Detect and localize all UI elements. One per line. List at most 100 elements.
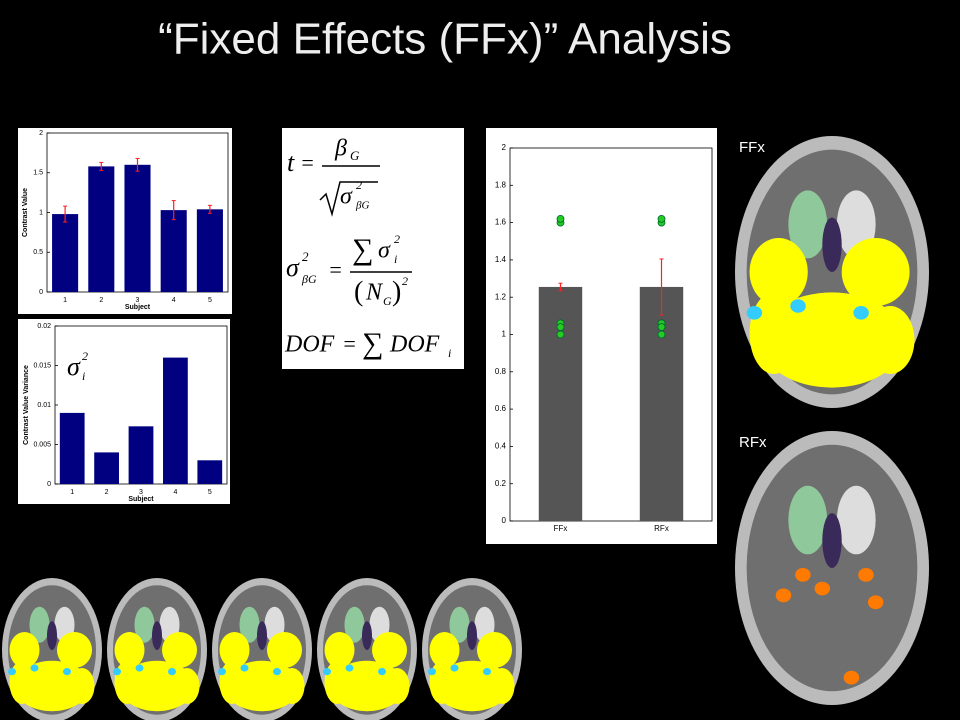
- x-tick-label: 1: [70, 489, 74, 496]
- activation-neg: [8, 668, 16, 676]
- brain-image: [422, 578, 522, 720]
- y-tick-label: 0.02: [37, 323, 51, 330]
- activation: [114, 632, 145, 668]
- eq-text: βG: [355, 200, 369, 212]
- y-tick-label: 1: [39, 209, 43, 216]
- activation-neg: [63, 668, 71, 676]
- y-axis-label: Contrast Value: [22, 188, 29, 237]
- brain-image: [317, 578, 417, 720]
- annotation: σ: [67, 352, 81, 381]
- activation: [841, 238, 910, 306]
- data-point: [657, 214, 666, 223]
- activation: [865, 306, 915, 374]
- bar: [196, 209, 223, 292]
- activation-neg: [135, 664, 144, 672]
- x-tick-label: 2: [105, 489, 109, 496]
- ventricle: [467, 621, 477, 650]
- eq-text: =: [342, 331, 357, 356]
- eq-text: =: [300, 150, 315, 175]
- eq-text: 2: [394, 232, 400, 246]
- bar: [88, 166, 115, 292]
- brain-image: [735, 431, 929, 705]
- eq-paren: ): [392, 276, 401, 307]
- activation: [867, 595, 884, 610]
- matter: [344, 606, 365, 643]
- image-label: FFx: [739, 139, 765, 156]
- brain-image: [212, 578, 312, 720]
- activation: [57, 632, 92, 668]
- activation: [162, 632, 197, 668]
- bar: [59, 412, 85, 484]
- x-tick-label: 5: [208, 489, 212, 496]
- eq-text: βG: [301, 272, 317, 286]
- x-tick-label: 2: [99, 297, 103, 304]
- activation-neg: [113, 668, 121, 676]
- ventricle: [362, 621, 372, 650]
- activation-neg: [273, 668, 281, 676]
- y-tick-label: 0: [39, 289, 43, 296]
- bar: [197, 460, 223, 484]
- eq-text: i: [394, 252, 397, 266]
- chart-panel: [18, 319, 230, 504]
- y-tick-label: 1.5: [33, 170, 43, 177]
- y-tick-label: 1.8: [495, 180, 507, 189]
- x-tick-label: 3: [136, 297, 140, 304]
- eq-text: t: [287, 148, 295, 177]
- eq-text: σ: [340, 184, 353, 210]
- activation: [9, 632, 40, 668]
- bar: [94, 452, 119, 484]
- matter: [788, 190, 828, 259]
- bar: [52, 214, 79, 292]
- eq-text: =: [328, 257, 343, 282]
- activation: [477, 632, 512, 668]
- activation: [795, 568, 811, 582]
- activation: [324, 632, 355, 668]
- eq-text: 2: [356, 178, 362, 192]
- x-tick-label: 3: [139, 489, 143, 496]
- eq-text: i: [448, 346, 451, 360]
- activation: [858, 568, 874, 582]
- activation: [372, 632, 407, 668]
- x-tick-label: 4: [173, 489, 177, 496]
- annotation: 2: [82, 349, 88, 363]
- matter: [449, 606, 470, 643]
- slide-title: “Fixed Effects (FFx)” Analysis: [158, 15, 732, 64]
- data-point: [556, 214, 565, 223]
- eq-text: 2: [402, 274, 408, 288]
- activation-neg: [30, 664, 39, 672]
- bar: [124, 164, 151, 292]
- y-tick-label: 0.2: [495, 479, 507, 488]
- matter: [788, 485, 828, 555]
- matter: [239, 606, 260, 643]
- activation-neg: [323, 668, 331, 676]
- eq-text: G: [383, 294, 392, 308]
- x-tick-label: RFx: [654, 524, 669, 533]
- ventricle: [822, 513, 842, 568]
- eq-text: DOF: [389, 332, 440, 358]
- bar: [160, 210, 187, 292]
- y-tick-label: 0.5: [33, 249, 43, 256]
- sqrt-sign: [319, 181, 378, 217]
- y-tick-label: 0.4: [495, 442, 507, 451]
- ventricle: [257, 621, 267, 650]
- matter: [836, 485, 876, 555]
- eq-text: σ: [286, 253, 300, 282]
- activation-neg: [790, 299, 806, 313]
- activation: [843, 670, 860, 685]
- activation-neg: [240, 664, 249, 672]
- activation: [749, 238, 808, 306]
- y-tick-label: 0.015: [33, 362, 51, 369]
- x-axis-label: Subject: [128, 496, 154, 503]
- brain-image: [735, 136, 929, 408]
- y-tick-label: 2: [39, 130, 43, 137]
- activation: [267, 632, 302, 668]
- equation-panel: [282, 128, 464, 369]
- brain-image: [2, 578, 102, 720]
- activation-neg: [746, 306, 763, 320]
- y-tick-label: 0.6: [495, 404, 507, 413]
- data-point: [657, 330, 666, 339]
- eq-text: N: [365, 280, 384, 306]
- activation-neg: [378, 668, 386, 676]
- ventricle: [822, 217, 842, 272]
